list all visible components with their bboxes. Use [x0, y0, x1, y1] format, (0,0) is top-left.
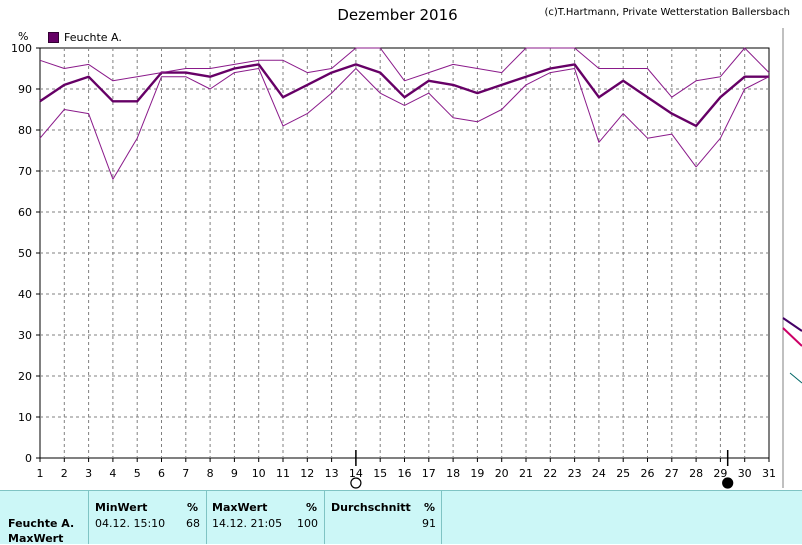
x-tick-label: 31: [762, 467, 776, 480]
series-line-max: [39, 47, 770, 98]
y-tick-label: 70: [18, 165, 32, 178]
x-tick-label: 13: [325, 467, 339, 480]
y-tick-label: 30: [18, 329, 32, 342]
minwert-datetime: 04.12. 15:10: [95, 517, 166, 530]
adjacent-chart-strip: [782, 28, 802, 488]
maxwert-header: MaxWert: [212, 501, 268, 514]
maxwert-datetime: 14.12. 21:05: [212, 517, 283, 530]
x-tick-label: 17: [422, 467, 436, 480]
x-tick-label: 9: [231, 467, 238, 480]
minwert-value: 68: [186, 517, 200, 530]
table-divider: [324, 491, 325, 544]
x-tick-label: 8: [207, 467, 214, 480]
durchschnitt-unit: %: [424, 501, 436, 514]
x-tick-label: 3: [85, 467, 92, 480]
y-tick-label: 50: [18, 247, 32, 260]
x-tick-label: 2: [61, 467, 68, 480]
new-moon-icon: [722, 477, 734, 489]
x-tick-label: 24: [592, 467, 606, 480]
x-tick-label: 23: [568, 467, 582, 480]
y-tick-label: 80: [18, 124, 32, 137]
y-tick-label: 90: [18, 83, 32, 96]
x-tick-label: 4: [109, 467, 116, 480]
strip-line-teal: [789, 372, 802, 384]
summary-table: Feuchte A. MaxWert MinWert % 04.12. 15:1…: [0, 490, 802, 545]
x-tick-label: 16: [398, 467, 412, 480]
strip-line-purple: [782, 317, 802, 332]
x-tick-label: 12: [300, 467, 314, 480]
x-tick-label: 14: [349, 467, 363, 480]
strip-line-red: [782, 327, 802, 347]
durchschnitt-header: Durchschnitt: [331, 501, 411, 514]
x-tick-label: 21: [519, 467, 533, 480]
y-tick-label: 60: [18, 206, 32, 219]
table-divider: [441, 491, 442, 544]
table-row-header: Feuchte A.: [8, 517, 75, 530]
durchschnitt-value: 91: [422, 517, 436, 530]
x-tick-label: 22: [543, 467, 557, 480]
y-tick-label: 20: [18, 370, 32, 383]
y-tick-label: 40: [18, 288, 32, 301]
credit-text: (c)T.Hartmann, Private Wetterstation Bal…: [544, 7, 790, 18]
minwert-unit: %: [187, 501, 199, 514]
legend-swatch: [48, 32, 59, 43]
maxwert-unit: %: [306, 501, 318, 514]
table-row-subheader: MaxWert: [8, 532, 64, 545]
y-tick-label: 10: [18, 411, 32, 424]
x-tick-label: 11: [276, 467, 290, 480]
x-tick-label: 1: [37, 467, 44, 480]
x-tick-label: 27: [665, 467, 679, 480]
x-tick-label: 28: [689, 467, 703, 480]
legend: Feuchte A.: [48, 31, 122, 44]
maxwert-value: 100: [297, 517, 318, 530]
table-divider: [88, 491, 89, 544]
x-tick-label: 15: [373, 467, 387, 480]
x-tick-label: 30: [738, 467, 752, 480]
table-divider: [206, 491, 207, 544]
y-unit-label: %: [18, 30, 29, 43]
y-tick-label: 0: [25, 452, 32, 465]
chart-title: Dezember 2016: [337, 6, 458, 24]
x-tick-label: 10: [252, 467, 266, 480]
x-tick-label: 26: [641, 467, 655, 480]
x-tick-label: 20: [495, 467, 509, 480]
x-tick-label: 19: [470, 467, 484, 480]
legend-label: Feuchte A.: [64, 31, 122, 44]
x-tick-label: 29: [713, 467, 727, 480]
minwert-header: MinWert: [95, 501, 148, 514]
x-tick-label: 6: [158, 467, 165, 480]
x-tick-label: 5: [134, 467, 141, 480]
series-line-min: [39, 68, 770, 180]
x-tick-label: 25: [616, 467, 630, 480]
x-tick-label: 18: [446, 467, 460, 480]
x-tick-label: 7: [182, 467, 189, 480]
y-tick-label: 100: [11, 42, 32, 55]
full-moon-icon: [350, 477, 362, 489]
